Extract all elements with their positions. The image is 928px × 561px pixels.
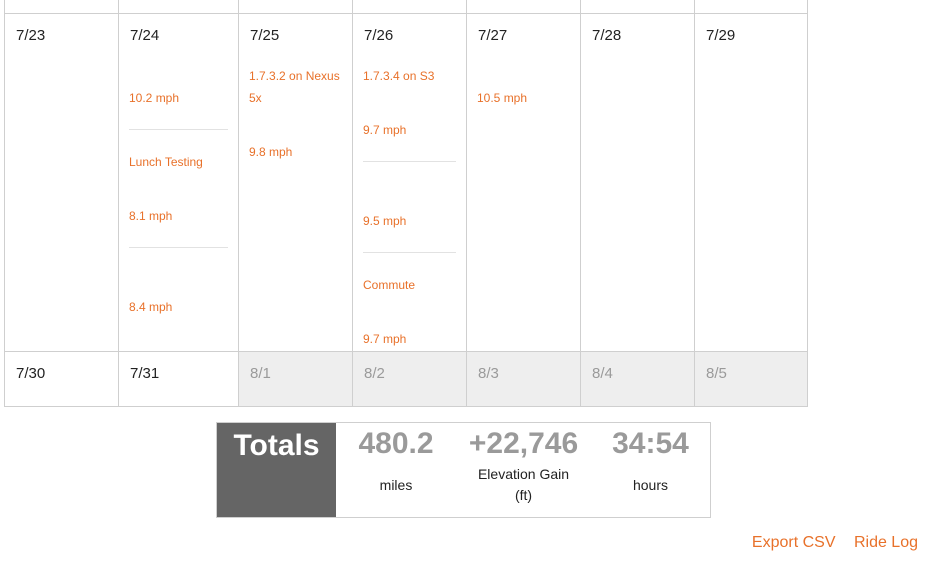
miles-value: 480.2 (358, 427, 434, 460)
ride-speed-link[interactable]: 9.8 mph (249, 145, 293, 159)
calendar-day (466, 0, 580, 14)
totals-label: Totals (217, 423, 336, 517)
elevation-value: +22,746 (468, 427, 579, 460)
calendar-day-next-month: 8/1 (238, 352, 352, 407)
calendar-day: 7/23 (4, 14, 118, 352)
miles-unit: miles (379, 477, 413, 493)
ride-speed-link[interactable]: 9.7 mph (363, 123, 407, 137)
ride-divider (129, 129, 228, 130)
calendar-week: 7/30 7/31 8/1 8/2 8/3 8/4 8/5 (4, 352, 808, 407)
hours-value: 34:54 (612, 427, 689, 460)
calendar-week-partial (4, 0, 808, 14)
ride-speed-link[interactable]: 8.4 mph (129, 300, 173, 314)
day-date: 7/23 (16, 27, 46, 44)
day-date: 7/28 (592, 27, 622, 44)
calendar-day (118, 0, 238, 14)
ride-speed-link[interactable]: 10.2 mph (129, 91, 180, 105)
calendar-day (694, 0, 808, 14)
ride-name-link[interactable]: 1.7.3.2 on Nexus 5x (249, 69, 340, 105)
ride-name-link[interactable]: 1.7.3.4 on S3 (363, 69, 435, 83)
ride-speed-link[interactable]: 9.5 mph (363, 214, 407, 228)
ride-speed-link[interactable]: 10.5 mph (477, 91, 528, 105)
calendar-day: 7/27 10.5 mph (466, 14, 580, 352)
day-date: 7/30 (16, 365, 46, 382)
calendar-day (580, 0, 694, 14)
day-date: 7/26 (364, 27, 394, 44)
day-date: 8/2 (364, 365, 385, 382)
ride-divider (363, 161, 456, 162)
calendar-day: 7/31 (118, 352, 238, 407)
hours-unit: hours (632, 477, 669, 493)
calendar-day (238, 0, 352, 14)
ride-divider (363, 252, 456, 253)
day-date: 8/1 (250, 365, 271, 382)
day-date: 8/3 (478, 365, 499, 382)
elevation-unit-suffix: (ft) (514, 487, 533, 503)
totals-panel: Totals 480.2 miles +22,746 Elevation Gai… (216, 422, 711, 518)
elevation-unit-label: Elevation Gain (477, 466, 570, 482)
ride-name-link[interactable]: Commute (363, 278, 416, 292)
miles-stat: 480.2 miles (336, 423, 456, 517)
calendar-day: 7/26 1.7.3.4 on S3 9.7 mph 9.5 mph Commu… (352, 14, 466, 352)
ride-speed-link[interactable]: 9.7 mph (363, 332, 407, 346)
calendar-day: 7/25 1.7.3.2 on Nexus 5x 9.8 mph (238, 14, 352, 352)
calendar-day-next-month: 8/5 (694, 352, 808, 407)
calendar-day: 7/29 (694, 14, 808, 352)
day-date: 7/24 (130, 27, 160, 44)
day-date: 7/31 (130, 365, 160, 382)
calendar-day: 7/28 (580, 14, 694, 352)
day-date: 8/5 (706, 365, 727, 382)
day-date: 7/29 (706, 27, 736, 44)
calendar-day-next-month: 8/4 (580, 352, 694, 407)
ride-calendar: 7/23 7/24 10.2 mph Lunch Testing 8.1 mph… (4, 0, 808, 407)
calendar-week: 7/23 7/24 10.2 mph Lunch Testing 8.1 mph… (4, 14, 808, 352)
ride-name-link[interactable]: Lunch Testing (129, 155, 203, 169)
ride-speed-link[interactable]: 8.1 mph (129, 209, 173, 223)
day-date: 8/4 (592, 365, 613, 382)
export-csv-link[interactable]: Export CSV (751, 534, 836, 551)
footer-links: Export CSV Ride Log (738, 534, 918, 552)
day-date: 7/25 (250, 27, 280, 44)
hours-stat: 34:54 hours (591, 423, 710, 517)
calendar-day (4, 0, 118, 14)
calendar-day (352, 0, 466, 14)
day-date: 7/27 (478, 27, 508, 44)
calendar-day: 7/30 (4, 352, 118, 407)
ride-divider (129, 247, 228, 248)
calendar-day-next-month: 8/2 (352, 352, 466, 407)
ride-log-link[interactable]: Ride Log (853, 534, 918, 551)
elevation-stat: +22,746 Elevation Gain (ft) (456, 423, 591, 517)
calendar-day: 7/24 10.2 mph Lunch Testing 8.1 mph 8.4 … (118, 14, 238, 352)
calendar-day-next-month: 8/3 (466, 352, 580, 407)
